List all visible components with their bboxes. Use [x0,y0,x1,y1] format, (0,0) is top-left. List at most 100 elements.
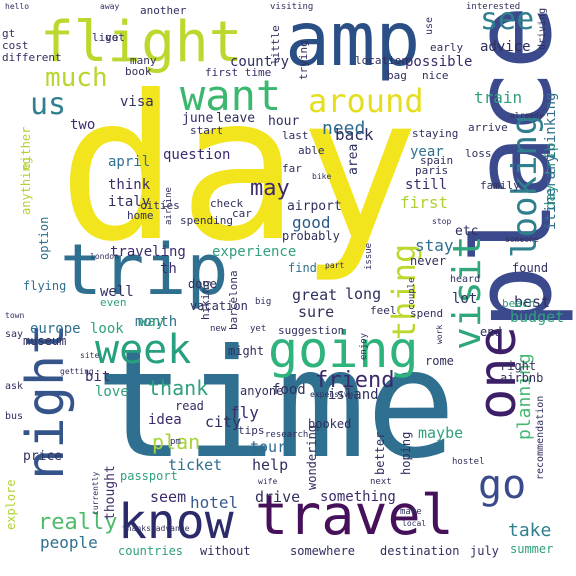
word-bag: bag [387,69,407,82]
word-summer: summer [510,542,554,556]
word-first-time: first time [205,66,272,79]
word-car: car [232,207,252,220]
word-train: train [474,88,523,107]
word-without: without [200,544,251,558]
word-know: know [118,494,234,550]
word-back: back [335,125,374,144]
word-interested: interested [466,2,521,12]
word-vacation: vacation [190,299,248,313]
word-research: research [265,430,309,440]
word-plan: plan [152,430,201,454]
word-possible: possible [405,54,473,70]
word-airport: airport [287,199,342,214]
word-question: question [163,147,231,163]
word-right: right [500,359,537,373]
word-paris: paris [415,164,449,177]
word-different: different [2,51,62,64]
word-probably: probably [282,229,340,243]
word-many: many [130,54,157,67]
word-visa: visa [120,94,154,110]
word-hostel: hostel [452,457,485,467]
word-away: away [100,2,120,11]
word-issue: issue [364,242,374,270]
word-done: done [188,277,217,291]
word-something: something [320,489,396,505]
word-italy: italy [108,194,151,210]
word-june: june [182,111,214,126]
word-time: time [95,318,457,492]
word-price: price [23,449,63,464]
word-enjoy: enjoy [359,332,369,360]
word-experience: experience [212,244,297,260]
word-traveling: traveling [110,244,186,260]
word-new: new [210,324,227,334]
word-passport: passport [120,469,178,483]
word-spain: spain [420,154,454,167]
word-someone: someone [505,235,539,244]
word-th: th [160,261,177,277]
word-hour: hour [268,114,300,129]
word-going: going [268,321,419,379]
word-two: two [70,117,96,133]
word-city: city [205,413,242,431]
word-thanks-advance: thanks advance [122,524,190,533]
word-idea: idea [148,412,182,428]
word-maybe: maybe [418,424,464,442]
word-food: food [272,382,306,398]
word-drive: drive [255,488,301,506]
word-driving: driving [537,7,548,50]
word-london: london [90,252,119,261]
word-work: work [435,324,444,344]
word-thank: thank [148,376,209,400]
word-couple: couple [407,277,417,310]
word-site: site [80,351,100,360]
word-big: big [255,297,272,307]
word-go: go [478,462,527,508]
word-europe: europe [30,321,81,337]
word-month: month [135,314,178,330]
word-see: see [480,2,535,37]
word-flight: flight [40,10,243,75]
word-last: last [282,129,309,142]
word-bike: bike [312,172,332,181]
word-well: well [100,284,134,300]
word-recommendation: recommendation [535,395,546,480]
word-island: island [328,387,379,403]
word-stop: stop [432,217,452,226]
word-long: long [345,285,382,303]
word-need: need [322,118,366,139]
word-start: start [190,124,224,137]
word-far: far [282,162,302,175]
word-us: us [30,87,67,122]
word-good: good [292,213,331,232]
word-option: option [37,216,51,260]
word-think: think [108,177,151,193]
word-thinking: thinking [543,92,559,160]
word-find: find [288,261,317,275]
word-fly: fly [230,403,259,422]
word-etc: etc [455,224,479,239]
word-stay: stay [415,236,454,255]
word-make: make [400,507,422,517]
word-next: next [370,477,392,487]
word-family: family [480,179,520,192]
word-way: way [139,314,165,330]
word-spend: spend [410,307,444,320]
word-early: early [430,41,464,54]
word-beach: beach [502,297,536,310]
word-part: part [325,261,345,270]
word-wife: wife [258,477,278,486]
word-airbnb: airbnb [500,371,544,385]
word-suggestion: suggestion [278,324,345,337]
word-feel: feel [370,304,397,317]
word-tips: tips [238,424,265,437]
word-never: never [410,254,447,268]
word-got: got [105,31,125,44]
word-bit: bit [85,369,111,385]
word-cost: cost [2,39,29,52]
word-pm: pm [170,437,181,447]
word-countries: countries [118,544,184,558]
word-ticket: ticket [168,456,223,474]
word-end: end [480,325,502,339]
word-may: may [250,176,290,201]
